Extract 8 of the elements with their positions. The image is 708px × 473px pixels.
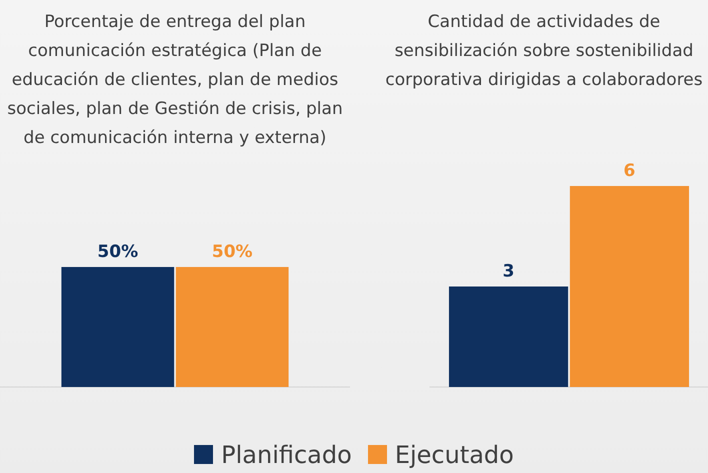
data-label: 3 [502,261,514,282]
data-label: 50% [212,242,253,262]
chart-title: Porcentaje de entrega del plan comunicación estratégica (Plan de educación de clientes, plan de medios sociales, plan de Gestión de crisis, plan de comunicación interna y externa) [6,11,344,150]
data-label: 50% [97,242,138,262]
legend-label: Ejecutado [394,441,514,469]
data-label: 6 [624,160,636,181]
legend-label: Planificado [221,441,352,469]
chart-title: Cantidad de actividades de sensibilización sobre sostenibilidad corporativa dirigidas a colaboradores [384,11,704,92]
